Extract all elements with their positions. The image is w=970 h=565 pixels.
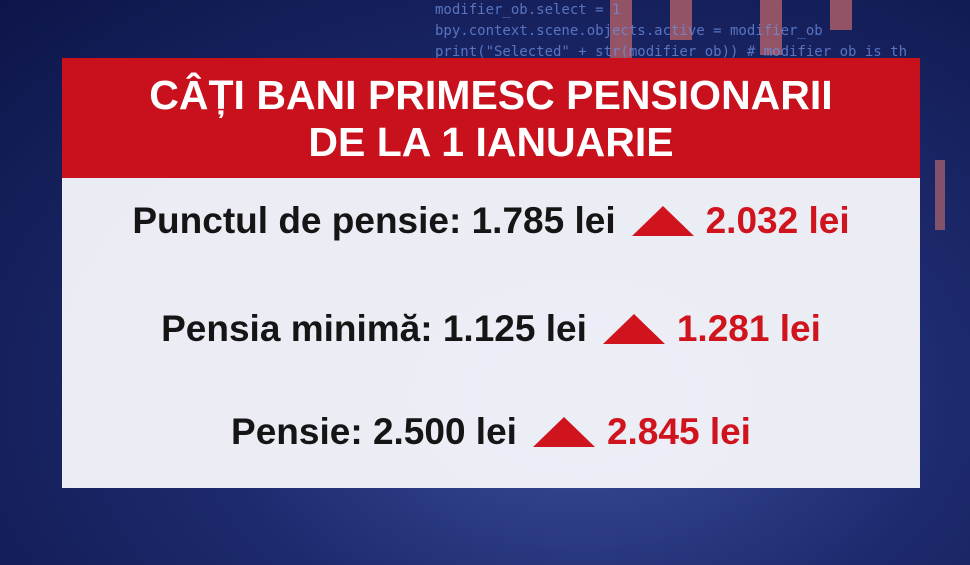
background-code: modifier_ob.select = 1 bpy.context.scene.… <box>435 0 907 63</box>
new-value: 1.281 lei <box>676 308 821 349</box>
info-panel: Punctul de pensie: 1.785 lei 2.032 lei P… <box>62 178 920 488</box>
old-value: 1.785 lei <box>471 200 616 241</box>
row-label: Punctul de pensie: <box>132 200 462 241</box>
row-pensie: Pensie: 2.500 lei 2.845 lei <box>62 411 920 453</box>
up-triangle-icon <box>532 417 595 447</box>
old-value: 1.125 lei <box>442 308 587 349</box>
code-line: print("Selected" + str(modifier_ob)) # m… <box>435 44 908 60</box>
row-label: Pensie: <box>231 411 363 452</box>
new-value: 2.845 lei <box>606 411 751 452</box>
background-candle <box>935 160 945 230</box>
headline-banner: CÂȚI BANI PRIMESC PENSIONARII DE LA 1 IA… <box>62 58 920 178</box>
row-pensia-minima: Pensia minimă: 1.125 lei 1.281 lei <box>62 308 920 350</box>
headline-line-1: CÂȚI BANI PRIMESC PENSIONARII <box>149 72 833 118</box>
background-bars <box>610 0 860 60</box>
code-line: bpy.context.scene.objects.active = modif… <box>435 23 823 39</box>
new-value: 2.032 lei <box>705 200 850 241</box>
row-label: Pensia minimă: <box>161 308 433 349</box>
code-line: modifier_ob.select = 1 <box>435 2 621 18</box>
up-triangle-icon <box>602 314 665 344</box>
up-triangle-icon <box>631 206 694 236</box>
headline-line-2: DE LA 1 IANUARIE <box>308 119 674 165</box>
row-punctul-de-pensie: Punctul de pensie: 1.785 lei 2.032 lei <box>62 200 920 242</box>
old-value: 2.500 lei <box>372 411 517 452</box>
